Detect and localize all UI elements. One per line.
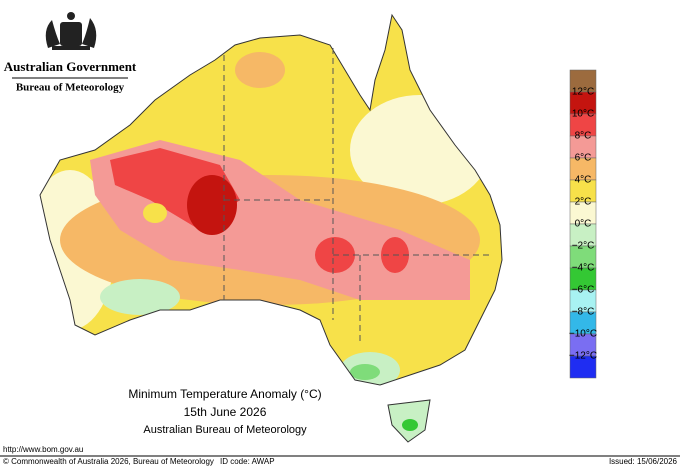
legend-label: 2°C [575,197,592,208]
legend-label: −4°C [572,263,595,274]
government-name: Australian Government [4,59,137,74]
footer-url: http://www.bom.gov.au [3,445,83,454]
legend-label: 6°C [575,153,592,164]
legend-label: −10°C [569,329,597,340]
map-title: Minimum Temperature Anomaly (°C) [128,387,321,401]
map-source: Australian Bureau of Meteorology [143,424,307,436]
legend: 12°C 10°C 8°C 6°C 4°C 2°C 0°C −2°C −4°C −6°C −8°C −… [569,69,597,379]
footer-id: ID code: AWAP [220,457,275,466]
legend-swatch [569,355,597,379]
footer-copyright: © Commonwealth of Australia 2026, Bureau… [3,457,214,466]
map-date: 15th June 2026 [184,405,267,419]
legend-label: −12°C [569,351,597,362]
legend-label: 12°C [572,87,594,98]
coastline [39,13,503,386]
tasmania-anomaly [402,419,418,431]
legend-label: 10°C [572,109,594,120]
legend-label: −6°C [572,285,595,296]
legend-label: −8°C [572,307,595,318]
legend-label: 0°C [575,219,592,230]
legend-label: 8°C [575,131,592,142]
crest [45,12,97,50]
state-borders [223,48,490,345]
legend-label: −2°C [572,241,595,252]
footer-issued: Issued: 15/06/2026 [609,457,678,466]
legend-label: 4°C [575,175,592,186]
agency-name: Bureau of Meteorology [16,82,125,94]
